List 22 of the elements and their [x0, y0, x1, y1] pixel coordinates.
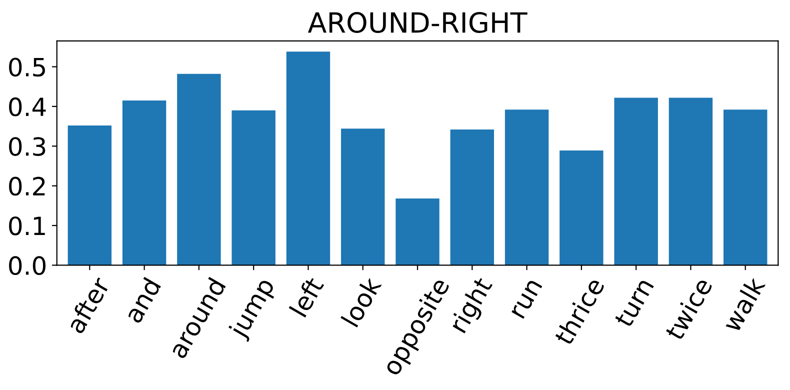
bar	[450, 129, 494, 266]
y-tick-label: 0.4	[9, 97, 46, 116]
bar	[177, 74, 221, 266]
bar	[724, 110, 768, 266]
bar	[560, 150, 604, 266]
y-tick-label: 0.0	[9, 256, 46, 276]
y-tick-label: 0.2	[9, 176, 45, 196]
x-tick-label: run	[511, 279, 543, 319]
bar	[504, 110, 549, 266]
bar	[286, 52, 330, 266]
y-tick-label: 0.3	[9, 137, 46, 156]
bar	[614, 98, 658, 266]
y-tick-label: 0.5	[9, 58, 45, 77]
bar	[341, 128, 385, 266]
bar	[232, 110, 276, 266]
chart-title: AROUND-RIGHT	[308, 12, 528, 34]
bar	[68, 125, 112, 266]
y-tick-label: 0.1	[9, 216, 45, 236]
bar	[396, 198, 440, 266]
x-tick-label: left	[288, 275, 324, 318]
bar	[668, 98, 713, 266]
bar	[122, 100, 166, 266]
